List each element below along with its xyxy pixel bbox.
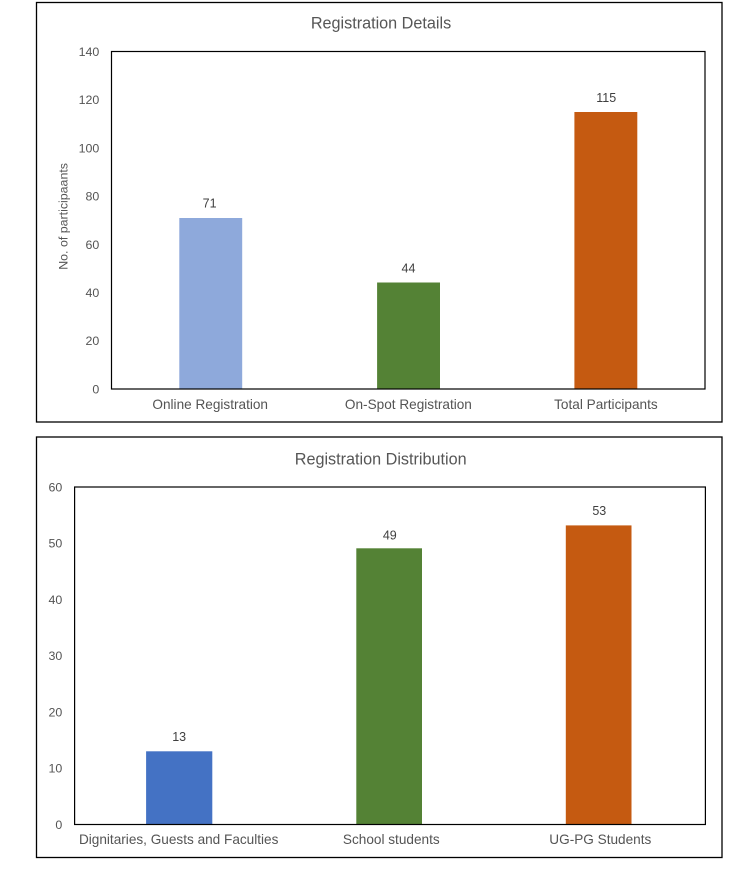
svg-text:40: 40 xyxy=(49,593,63,607)
svg-text:UG-PG Students: UG-PG Students xyxy=(549,832,651,847)
svg-text:0: 0 xyxy=(55,818,62,832)
svg-text:80: 80 xyxy=(86,190,100,204)
svg-text:Total Participants: Total Participants xyxy=(554,397,658,412)
svg-text:13: 13 xyxy=(172,730,186,744)
svg-text:Dignitaries, Guests and Facult: Dignitaries, Guests and Faculties xyxy=(79,832,279,847)
svg-text:20: 20 xyxy=(49,705,63,719)
svg-text:30: 30 xyxy=(49,649,63,663)
svg-text:50: 50 xyxy=(49,537,63,551)
svg-text:Registration Distribution: Registration Distribution xyxy=(295,451,467,469)
svg-text:20: 20 xyxy=(86,334,100,348)
svg-text:Online Registration: Online Registration xyxy=(152,397,268,412)
svg-text:On-Spot Registration: On-Spot Registration xyxy=(345,397,472,412)
svg-text:10: 10 xyxy=(49,762,63,776)
svg-text:No. of participaants: No. of participaants xyxy=(56,163,70,270)
svg-text:School students: School students xyxy=(343,832,440,847)
svg-text:0: 0 xyxy=(92,382,99,396)
svg-text:115: 115 xyxy=(596,91,616,105)
svg-text:40: 40 xyxy=(86,286,100,300)
svg-text:44: 44 xyxy=(402,261,416,275)
svg-text:53: 53 xyxy=(592,504,606,518)
svg-text:71: 71 xyxy=(203,196,217,210)
svg-text:49: 49 xyxy=(383,528,397,542)
svg-text:Registration Details: Registration Details xyxy=(311,14,451,32)
svg-text:120: 120 xyxy=(79,93,100,107)
svg-text:140: 140 xyxy=(79,45,100,59)
svg-text:60: 60 xyxy=(49,480,63,494)
svg-text:100: 100 xyxy=(79,141,100,155)
svg-text:60: 60 xyxy=(86,238,100,252)
